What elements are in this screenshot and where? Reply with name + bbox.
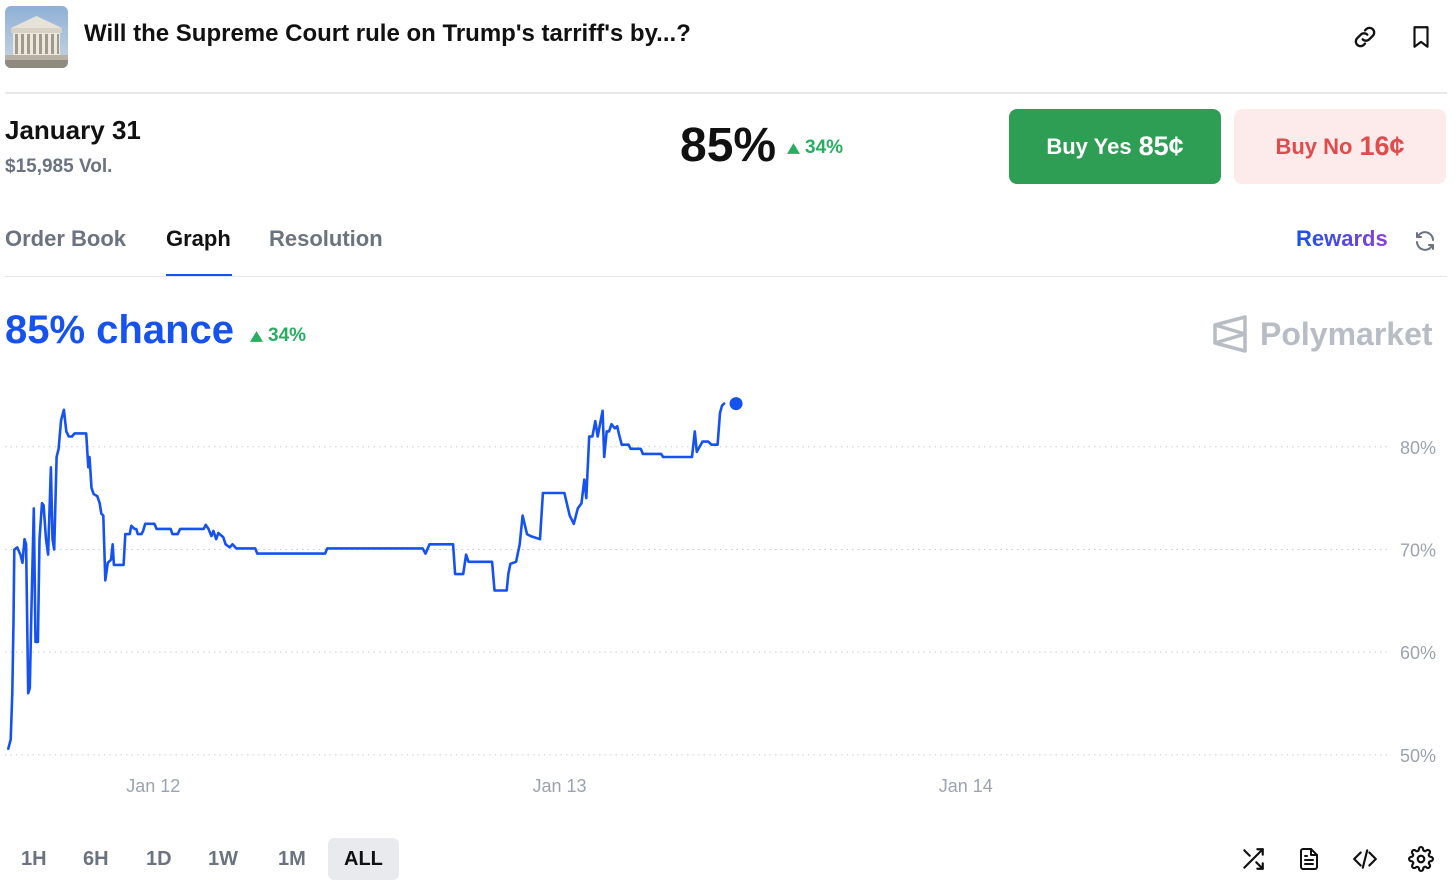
header-divider (5, 92, 1447, 94)
chart-series-line (7, 402, 726, 750)
probability-change: 34% (787, 137, 843, 159)
chart-end-point (729, 397, 743, 411)
buy-no-button[interactable]: Buy No 16¢ (1234, 109, 1446, 184)
active-tab-indicator (166, 274, 232, 277)
volume-label: $15,985 Vol. (5, 156, 113, 177)
polymarket-logo: Polymarket (1212, 314, 1433, 354)
document-icon[interactable] (1292, 842, 1326, 876)
tab-graph[interactable]: Graph (166, 226, 231, 251)
rewards-link[interactable]: Rewards (1296, 226, 1388, 251)
settings-icon[interactable] (1404, 842, 1438, 876)
link-icon[interactable] (1348, 20, 1382, 54)
chance-change-value: 34% (268, 325, 307, 346)
supreme-court-building-image (5, 6, 68, 68)
market-thumbnail (5, 6, 68, 68)
tabs-divider (5, 276, 1447, 277)
buy-no-price: 16¢ (1359, 131, 1405, 161)
buy-yes-price: 85¢ (1138, 131, 1184, 161)
triangle-up-icon (787, 142, 800, 154)
y-tick-label: 80% (1400, 438, 1436, 458)
code-icon[interactable] (1348, 842, 1382, 876)
shuffle-icon[interactable] (1236, 842, 1270, 876)
range-1d[interactable]: 1D (146, 847, 172, 870)
x-tick-label: Jan 14 (939, 776, 993, 796)
y-tick-label: 60% (1400, 643, 1436, 663)
range-all[interactable]: ALL (328, 838, 399, 880)
current-probability: 85% (680, 119, 777, 172)
polymarket-logo-icon (1213, 315, 1247, 353)
bookmark-icon[interactable] (1404, 20, 1438, 54)
range-1w[interactable]: 1W (208, 847, 238, 870)
y-tick-label: 70% (1400, 540, 1436, 560)
outcome-name: January 31 (5, 115, 141, 145)
x-tick-label: Jan 12 (126, 776, 180, 796)
chance-label: 85% chance (5, 308, 235, 352)
tab-order-book[interactable]: Order Book (5, 226, 127, 251)
refresh-icon[interactable] (1408, 224, 1442, 258)
market-title: Will the Supreme Court rule on Trump's t… (84, 20, 691, 47)
polymarket-brand-text: Polymarket (1260, 315, 1433, 352)
range-1h[interactable]: 1H (21, 847, 47, 870)
triangle-up-icon (250, 330, 263, 342)
chance-change: 34% (250, 325, 306, 347)
y-tick-label: 50% (1400, 746, 1436, 766)
buy-no-label: Buy No (1275, 133, 1353, 159)
probability-chart[interactable]: 50% 60% 70% 80% Jan 12 Jan 13 Jan 14 (0, 380, 1456, 800)
probability-change-value: 34% (805, 137, 844, 158)
buy-yes-label: Buy Yes (1046, 133, 1132, 159)
buy-yes-button[interactable]: Buy Yes 85¢ (1009, 109, 1221, 184)
tab-resolution[interactable]: Resolution (269, 226, 383, 251)
range-6h[interactable]: 6H (83, 847, 109, 870)
x-tick-label: Jan 13 (533, 776, 587, 796)
range-1m[interactable]: 1M (278, 847, 306, 870)
